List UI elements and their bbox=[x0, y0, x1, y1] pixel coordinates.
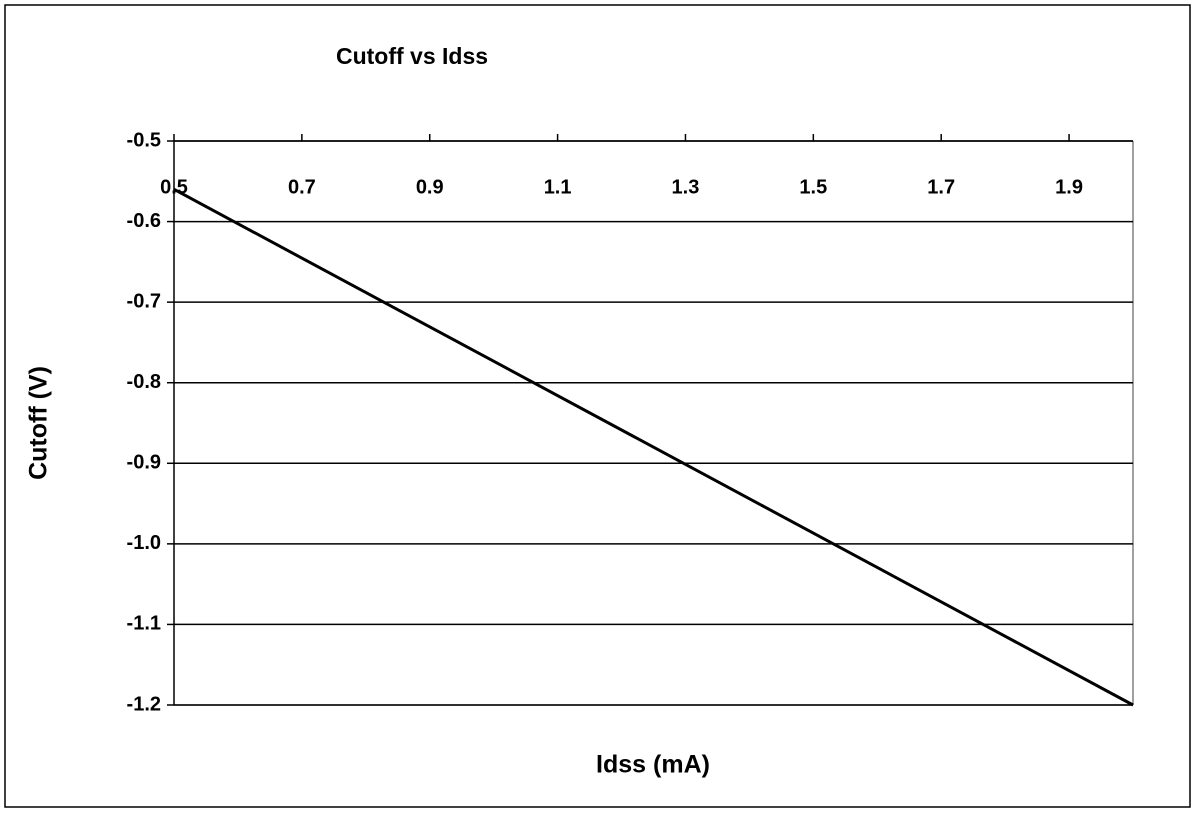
chart-title: Cutoff vs Idss bbox=[336, 43, 488, 69]
y-tick-label: -0.9 bbox=[127, 452, 161, 474]
y-tick-label: -0.7 bbox=[127, 290, 161, 312]
x-axis-label: Idss (mA) bbox=[596, 751, 710, 779]
y-tick-label: -1.0 bbox=[127, 532, 161, 554]
data-line bbox=[173, 188, 1134, 707]
x-tick-label: 1.9 bbox=[1055, 176, 1083, 198]
x-tick-label: 0.7 bbox=[288, 176, 316, 198]
y-tick-label: -0.6 bbox=[127, 210, 161, 232]
y-tick-label: -0.8 bbox=[127, 371, 161, 393]
x-tick-label: 1.1 bbox=[544, 176, 572, 198]
x-tick-label: 1.7 bbox=[927, 176, 955, 198]
y-tick-label: -1.2 bbox=[127, 693, 161, 715]
x-tick-label: 1.5 bbox=[799, 176, 827, 198]
x-tick-label: 0.9 bbox=[416, 176, 444, 198]
x-tick-label: 1.3 bbox=[672, 176, 700, 198]
y-tick-label: -0.5 bbox=[127, 129, 161, 151]
y-axis-label: Cutoff (V) bbox=[25, 366, 53, 480]
y-tick-label: -1.1 bbox=[127, 613, 161, 635]
chart-border bbox=[4, 4, 1191, 808]
